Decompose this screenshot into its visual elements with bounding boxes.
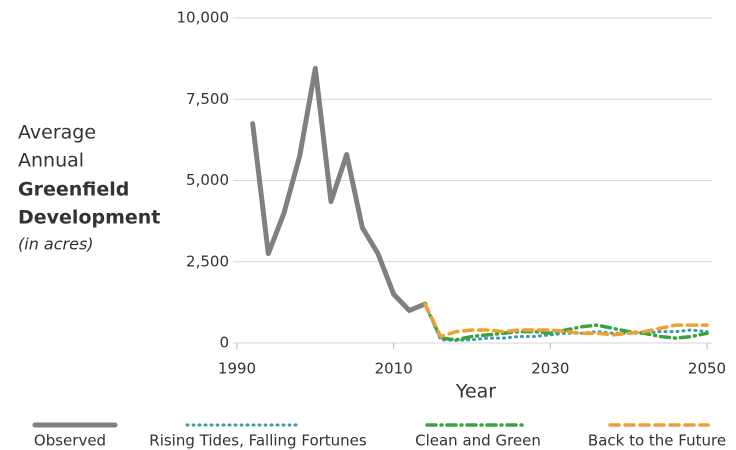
series-line — [250, 65, 428, 313]
x-tick-label: 2010 — [375, 360, 413, 378]
legend-label: Clean and Green — [415, 432, 541, 450]
y-axis-label: Annual — [18, 150, 84, 172]
y-tick-label: 5,000 — [186, 171, 229, 189]
x-tick-label: 2050 — [688, 360, 726, 378]
legend-label: Observed — [34, 432, 106, 450]
y-axis-label: Greenfield — [18, 179, 129, 201]
y-tick-label: 2,500 — [186, 252, 229, 270]
legend-label: Back to the Future — [588, 432, 726, 450]
y-tick-label: 0 — [219, 334, 229, 352]
y-axis-label: Average — [18, 122, 96, 144]
x-axis-label: Year — [455, 381, 496, 403]
legend-label: Rising Tides, Falling Fortunes — [149, 432, 367, 450]
x-tick-label: 1990 — [218, 360, 256, 378]
x-tick-label: 2030 — [531, 360, 569, 378]
y-axis-note: (in acres) — [18, 235, 94, 254]
y-tick-label: 7,500 — [186, 90, 229, 108]
series-line — [423, 302, 709, 342]
series-line — [423, 302, 709, 342]
y-tick-label: 10,000 — [177, 9, 230, 27]
y-axis-label: Development — [18, 207, 160, 229]
series-line — [423, 302, 709, 339]
